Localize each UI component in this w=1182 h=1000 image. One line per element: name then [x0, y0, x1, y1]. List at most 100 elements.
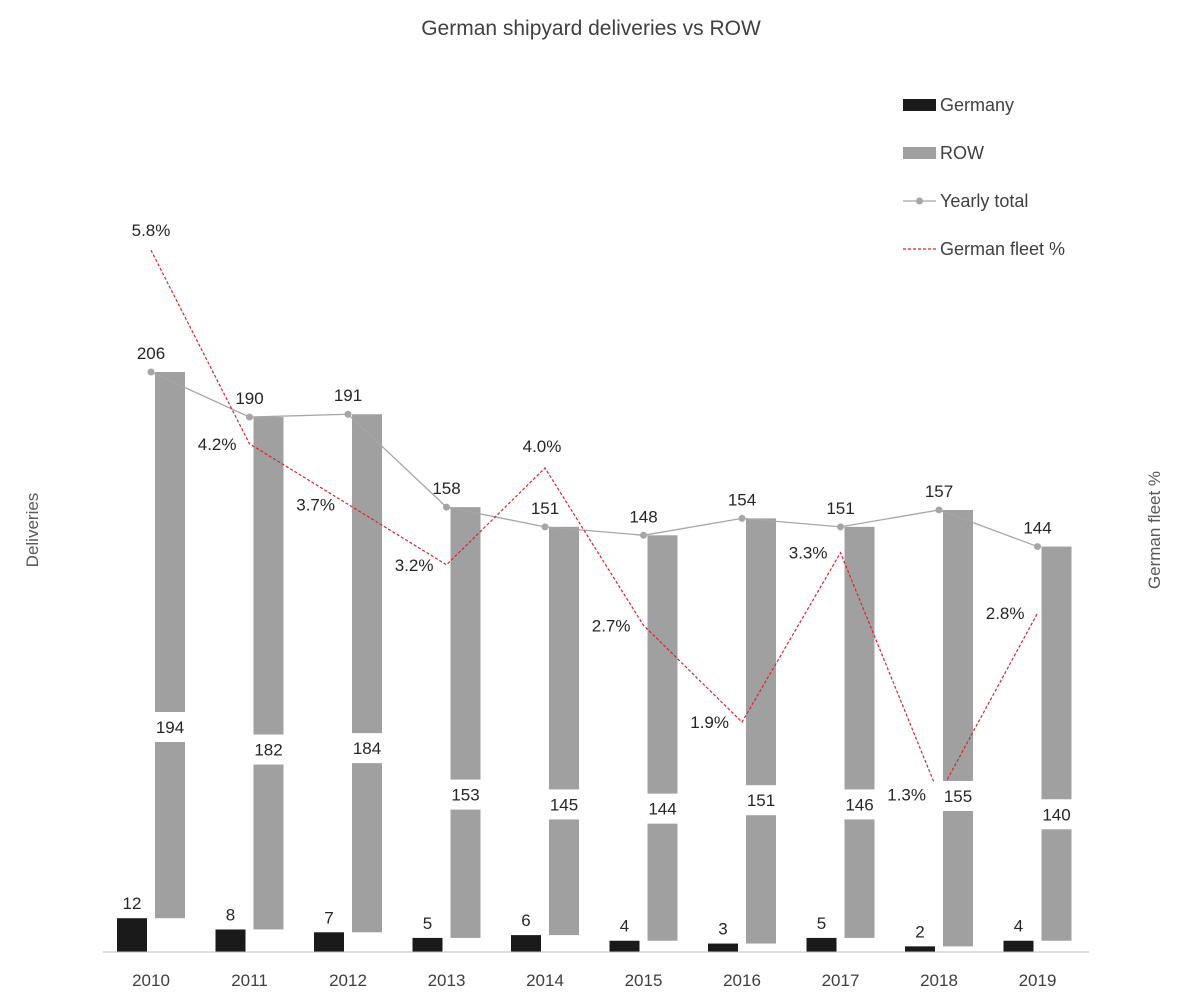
bar-germany-2011 — [215, 929, 246, 952]
label-row-bg-2018 — [934, 780, 982, 811]
point-yearly-total-2013 — [443, 503, 450, 511]
label-german-fleet-pct-2018: 1.3% — [887, 786, 926, 805]
x-tick-2011: 2011 — [231, 971, 268, 990]
label-german-fleet-pct-2019: 2.8% — [986, 604, 1025, 623]
x-tick-2017: 2017 — [822, 971, 860, 990]
label-row-2015: 144 — [648, 800, 676, 819]
label-germany-2018: 2 — [915, 922, 924, 941]
point-yearly-total-2016 — [738, 514, 746, 522]
legend-german-fleet-label: German fleet % — [940, 239, 1065, 259]
bar-row-2018 — [943, 509, 973, 947]
label-german-fleet-pct-2014: 4.0% — [523, 437, 562, 456]
point-yearly-total-2010 — [147, 368, 155, 376]
bar-row-2019 — [1041, 546, 1072, 941]
axis-layer: 2010 2011 2012 2013 2014 2015 2016 2017 2018 2019 — [103, 951, 1089, 990]
label-row-bg-2019 — [1032, 799, 1081, 830]
label-germany-2017: 5 — [817, 914, 826, 933]
bar-row-2017 — [844, 526, 875, 938]
label-row-bg-2013 — [441, 779, 490, 810]
label-row-2016: 151 — [747, 791, 775, 810]
label-row-bg-2016 — [737, 785, 785, 816]
point-yearly-total-2015 — [640, 531, 647, 539]
label-yearly-total-2013: 158 — [432, 479, 460, 498]
label-german-fleet-pct-2017: 3.3% — [789, 544, 828, 563]
label-row-2019: 140 — [1042, 805, 1070, 824]
x-tick-2013: 2013 — [428, 971, 466, 990]
label-germany-2019: 4 — [1014, 917, 1023, 936]
legend-yearly-total-label: Yearly total — [940, 191, 1028, 211]
y2-axis-title: German fleet % — [1145, 471, 1164, 589]
label-yearly-total-2017: 151 — [826, 499, 854, 518]
bar-row-2011 — [253, 417, 284, 930]
label-row-bg-2010 — [146, 712, 194, 742]
label-row-bg-2015 — [638, 793, 687, 824]
label-row-bg-2011 — [244, 734, 293, 765]
point-yearly-total-2011 — [246, 413, 253, 421]
bars-layer — [117, 372, 1072, 952]
bar-row-2014 — [549, 526, 579, 936]
bar-germany-2010 — [117, 918, 147, 952]
label-row-2012: 184 — [353, 739, 381, 758]
point-yearly-total-2014 — [541, 523, 549, 531]
label-yearly-total-2018: 157 — [925, 482, 953, 501]
bar-germany-2019 — [1003, 940, 1034, 952]
label-yearly-total-2011: 190 — [235, 389, 263, 408]
point-yearly-total-2017 — [837, 523, 844, 531]
x-tick-2019: 2019 — [1019, 971, 1057, 990]
label-germany-2016: 3 — [718, 920, 727, 939]
legend: Germany ROW Yearly total German fleet % — [903, 95, 1065, 259]
bar-row-2016 — [746, 518, 776, 944]
label-yearly-total-2015: 148 — [629, 507, 657, 526]
label-germany-2013: 5 — [423, 914, 432, 933]
line-yearly-total — [150, 371, 1038, 548]
label-germany-2010: 12 — [123, 894, 142, 913]
point-yearly-total-2019 — [1034, 543, 1041, 551]
legend-row-label: ROW — [940, 143, 984, 163]
bar-germany-2015 — [609, 940, 640, 952]
label-german-fleet-pct-2012: 3.7% — [296, 495, 335, 514]
label-yearly-total-2010: 206 — [137, 344, 165, 363]
bar-row-2012 — [352, 414, 382, 933]
bar-row-2010 — [155, 372, 185, 919]
bar-germany-2016 — [708, 943, 738, 952]
label-row-bg-2012 — [343, 733, 391, 764]
bar-germany-2017 — [806, 937, 837, 952]
x-tick-2012: 2012 — [329, 971, 367, 990]
label-row-bg-2014 — [540, 789, 588, 820]
label-yearly-total-2012: 191 — [334, 386, 362, 405]
y-axis-title: Deliveries — [23, 493, 42, 568]
legend-germany-label: Germany — [940, 95, 1014, 115]
label-germany-2015: 4 — [620, 917, 629, 936]
label-row-2017: 146 — [845, 795, 873, 814]
bar-row-2013 — [450, 507, 481, 938]
x-tick-2010: 2010 — [132, 971, 170, 990]
legend-germany-swatch — [903, 99, 936, 111]
label-german-fleet-pct-2015: 2.7% — [592, 616, 631, 635]
label-german-fleet-pct-2013: 3.2% — [395, 556, 434, 575]
x-tick-2016: 2016 — [723, 971, 761, 990]
point-yearly-total-2018 — [935, 506, 943, 514]
label-germany-2011: 8 — [226, 905, 235, 924]
x-tick-2018: 2018 — [920, 971, 958, 990]
label-row-2018: 155 — [944, 787, 972, 806]
bar-germany-2014 — [511, 935, 541, 952]
label-yearly-total-2014: 151 — [531, 499, 559, 518]
label-germany-2012: 7 — [324, 908, 333, 927]
bar-row-2015 — [647, 535, 678, 941]
bar-germany-2018 — [905, 946, 935, 952]
label-row-2011: 182 — [254, 741, 282, 760]
label-german-fleet-pct-2011: 4.2% — [198, 435, 237, 454]
x-tick-2015: 2015 — [625, 971, 663, 990]
label-row-bg-2017 — [835, 789, 884, 820]
line-german-fleet-pct — [150, 249, 1039, 797]
label-german-fleet-pct-2016: 1.9% — [690, 713, 729, 732]
label-yearly-total-2019: 144 — [1023, 519, 1051, 538]
point-yearly-total-2012 — [344, 410, 352, 418]
legend-yearly-total-marker — [916, 197, 923, 205]
lines-layer — [147, 249, 1041, 797]
label-row-2010: 194 — [156, 718, 184, 737]
label-row-2013: 153 — [451, 786, 479, 805]
legend-row-swatch — [903, 147, 936, 159]
